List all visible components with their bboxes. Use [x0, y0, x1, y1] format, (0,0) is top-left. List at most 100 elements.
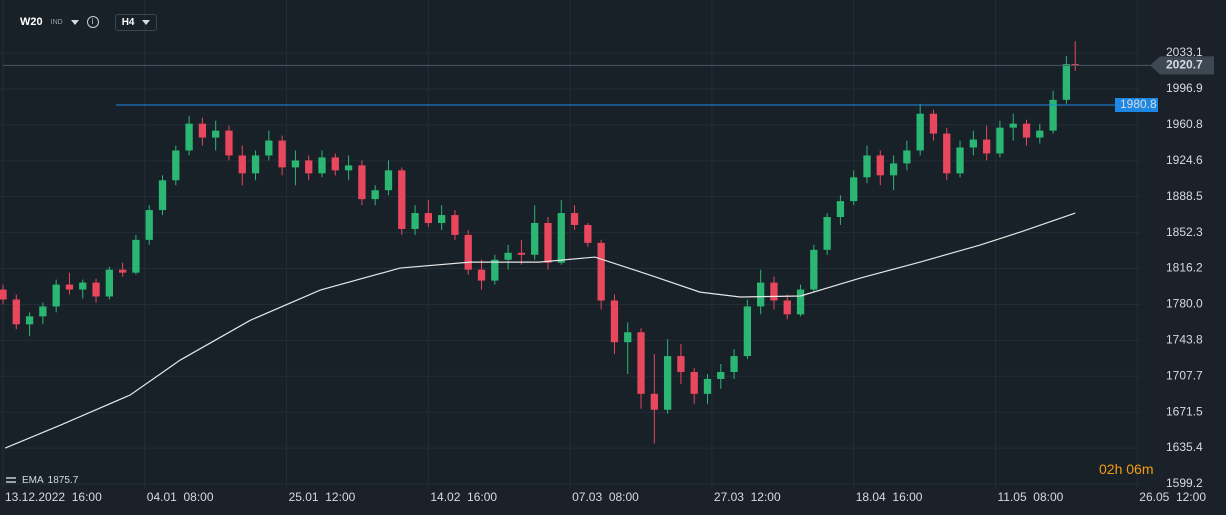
candle-body [464, 234, 472, 270]
candle-body [624, 332, 632, 343]
candle-body [491, 259, 499, 281]
candle-body [79, 282, 87, 290]
market: IND [50, 18, 63, 26]
candle-body [823, 217, 831, 250]
candle-body [996, 127, 1004, 154]
candle-body [969, 139, 977, 148]
candle-body [863, 155, 871, 178]
candle-body [1049, 99, 1057, 131]
candle-body [437, 215, 446, 223]
candle-body [1036, 130, 1044, 138]
candle-body [770, 282, 778, 301]
candle-body [690, 371, 698, 394]
x-tick-label: 04.01 08:00 [147, 490, 214, 504]
candle-body [783, 300, 791, 315]
timeframe: H4 [121, 16, 135, 28]
candle-body [1022, 123, 1031, 138]
timeframe-select[interactable]: H4 [114, 13, 158, 31]
candle-body [903, 150, 911, 164]
candle-body [850, 177, 858, 202]
y-tick-label: 2033.1 [1166, 45, 1203, 59]
candle-body [544, 222, 552, 263]
candle-body [358, 165, 366, 200]
candle-body [943, 133, 951, 174]
y-tick-label: 1599.2 [1166, 476, 1203, 490]
candle-body [637, 332, 645, 394]
candle-body [876, 155, 884, 176]
candle-body [39, 306, 47, 317]
countdown: 02h 06m [1099, 461, 1154, 477]
header: W20 IND i H4 [0, 0, 158, 44]
candle-body [291, 160, 300, 168]
candle-body [1071, 64, 1079, 66]
price-tag [1150, 56, 1214, 75]
y-tick-label: 1635.4 [1166, 440, 1203, 454]
price-tag-label: 2020.7 [1166, 58, 1203, 72]
candle-body [916, 113, 924, 151]
indicator-name: EMA [22, 475, 44, 486]
candle-body [557, 213, 565, 263]
candle-body [278, 140, 286, 168]
y-tick-label: 1888.5 [1166, 189, 1203, 203]
candle-body [663, 356, 672, 410]
indicator-legend[interactable]: EMA 1875.7 [6, 475, 78, 486]
candle-body [411, 213, 419, 229]
candle-body [1062, 64, 1071, 100]
candle-body [929, 113, 938, 134]
candle-body [105, 269, 113, 297]
x-tick-label: 26.05 12:00 [1139, 490, 1206, 504]
candle-body [810, 249, 818, 290]
candle-body [650, 393, 658, 410]
symbol[interactable]: W20 [20, 16, 43, 28]
y-tick-label: 1671.5 [1166, 404, 1203, 418]
candle-body [145, 210, 153, 240]
candle-body [836, 201, 845, 218]
candle-body [398, 170, 406, 229]
candle-body [318, 157, 326, 174]
candle-body [424, 213, 433, 223]
candle-body [52, 284, 60, 307]
candle-body [0, 289, 7, 300]
dropdown-arrow [142, 19, 151, 25]
x-tick-label: 07.03 08:00 [572, 490, 639, 504]
candle-body [185, 123, 193, 151]
candle-body [1009, 123, 1017, 128]
candle-body [743, 306, 752, 357]
candle-body [889, 163, 898, 176]
candle-body [198, 123, 207, 138]
x-tick-label: 18.04 16:00 [856, 490, 923, 504]
dropdown-arrow[interactable] [70, 19, 79, 25]
x-tick-label: 27.03 12:00 [714, 490, 781, 504]
x-tick-label: 14.02 16:00 [430, 490, 497, 504]
y-tick-label: 1960.8 [1166, 117, 1203, 131]
price-tag [1115, 97, 1158, 112]
candle-body [225, 130, 233, 156]
candle-body [477, 269, 486, 281]
candle-body [371, 190, 379, 200]
candle-body [344, 165, 353, 171]
candle-body [570, 213, 579, 225]
y-tick-label: 1996.9 [1166, 81, 1203, 95]
candle-body [305, 160, 313, 174]
candle-body [703, 378, 712, 394]
candle-body [584, 224, 592, 243]
ema-line [4, 212, 1076, 449]
candle-body [384, 170, 393, 191]
indicator-icon [6, 476, 16, 483]
candle-body [677, 356, 685, 372]
info-icon[interactable]: i [86, 16, 99, 28]
y-tick-label: 1780.0 [1166, 297, 1203, 311]
candle-body [92, 282, 100, 297]
candle-body [597, 242, 605, 301]
x-tick-label: 13.12.2022 16:00 [5, 490, 102, 504]
candle-body [212, 130, 220, 138]
candle-body [238, 155, 246, 174]
candle-body [331, 157, 339, 171]
candle-body [451, 215, 459, 235]
candle-body [504, 252, 512, 260]
candle-body [982, 139, 991, 154]
candle-body [65, 284, 74, 290]
candle-body [730, 356, 738, 372]
candle-body [265, 140, 273, 156]
